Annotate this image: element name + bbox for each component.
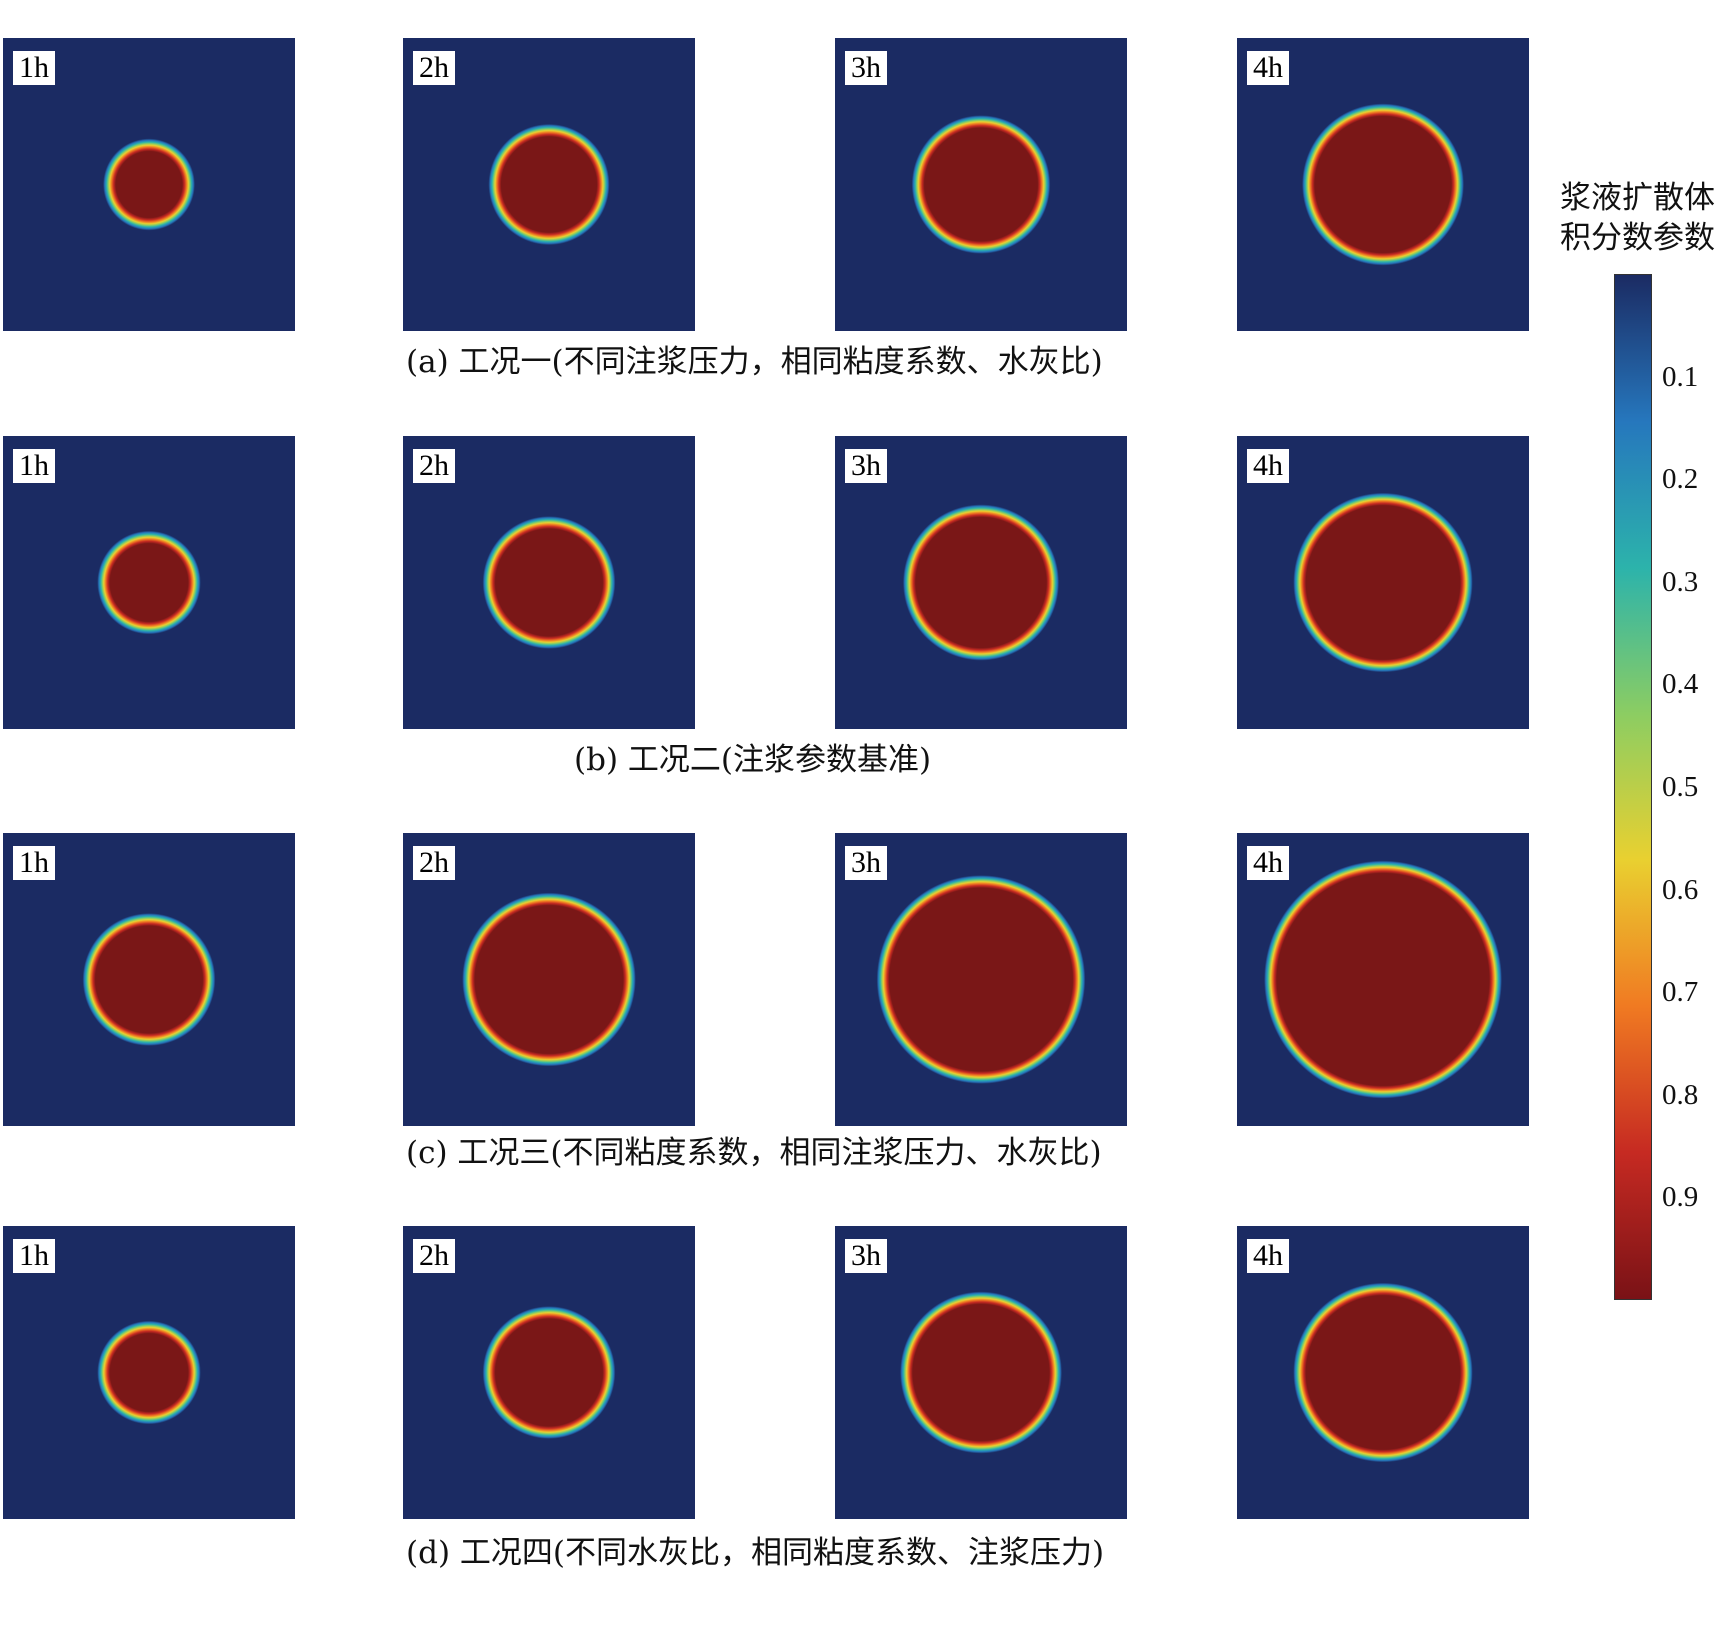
contour-panel: 3h xyxy=(835,38,1127,331)
time-label: 3h xyxy=(845,1239,887,1273)
contour-panel: 2h xyxy=(403,833,695,1126)
grout-diffusion-circle xyxy=(488,123,610,246)
contour-panel: 1h xyxy=(3,1226,295,1519)
contour-panel: 2h xyxy=(403,1226,695,1519)
colorbar-tick-label: 0.5 xyxy=(1662,771,1699,803)
contour-plot xyxy=(835,833,1127,1126)
contour-plot xyxy=(1237,436,1529,729)
grout-diffusion-circle xyxy=(103,138,195,231)
time-label: 1h xyxy=(13,449,55,483)
colorbar-tick-label: 0.2 xyxy=(1662,463,1699,496)
grout-diffusion-circle xyxy=(482,1306,616,1439)
colorbar xyxy=(1614,274,1652,1300)
grout-diffusion-circle xyxy=(1293,492,1473,673)
time-label: 2h xyxy=(413,846,455,880)
time-label: 3h xyxy=(845,51,887,85)
grout-diffusion-circle xyxy=(462,892,636,1067)
grout-diffusion-circle xyxy=(1302,103,1464,266)
contour-panel: 3h xyxy=(835,436,1127,729)
contour-plot xyxy=(1237,38,1529,331)
contour-panel: 4h xyxy=(1237,38,1529,331)
contour-plot xyxy=(835,436,1127,729)
contour-plot xyxy=(403,1226,695,1519)
colorbar-tick-label: 0.4 xyxy=(1662,668,1699,701)
grout-diffusion-circle xyxy=(902,504,1060,661)
time-label: 4h xyxy=(1247,449,1289,483)
time-label: 3h xyxy=(845,449,887,483)
row-caption: (a) 工况一(不同注浆压力，相同粘度系数、水灰比) xyxy=(406,344,1103,380)
contour-panel: 2h xyxy=(403,436,695,729)
time-label: 4h xyxy=(1247,1239,1289,1273)
contour-plot xyxy=(3,38,295,331)
colorbar-tick-label: 0.1 xyxy=(1662,360,1699,393)
contour-plot xyxy=(3,833,295,1126)
contour-panel: 3h xyxy=(835,833,1127,1126)
contour-panel: 4h xyxy=(1237,1226,1529,1519)
time-label: 1h xyxy=(13,51,55,85)
colorbar-title: 浆液扩散体积分数参数 xyxy=(1560,180,1715,256)
grout-diffusion-circle xyxy=(876,875,1086,1084)
row-caption: (b) 工况二(注浆参数基准) xyxy=(574,742,932,778)
grout-diffusion-circle xyxy=(1264,860,1502,1099)
contour-plot xyxy=(403,38,695,331)
contour-plot xyxy=(835,38,1127,331)
contour-plot xyxy=(3,436,295,729)
time-label: 1h xyxy=(13,1239,55,1273)
colorbar-tick-label: 0.9 xyxy=(1662,1181,1699,1214)
contour-panel: 1h xyxy=(3,38,295,331)
contour-plot xyxy=(835,1226,1127,1519)
grout-diffusion-circle xyxy=(97,530,201,635)
grout-diffusion-circle xyxy=(97,1320,201,1425)
contour-panel: 4h xyxy=(1237,436,1529,729)
colorbar-tick-label: 0.8 xyxy=(1662,1078,1699,1111)
contour-panel: 1h xyxy=(3,436,295,729)
grout-diffusion-circle xyxy=(900,1291,1062,1454)
grout-diffusion-circle xyxy=(82,913,216,1046)
colorbar-tick-label: 0.6 xyxy=(1662,873,1699,906)
time-label: 1h xyxy=(13,846,55,880)
time-label: 3h xyxy=(845,846,887,880)
grout-diffusion-circle xyxy=(911,115,1051,254)
grout-diffusion-circle xyxy=(1293,1282,1473,1463)
contour-plot xyxy=(1237,1226,1529,1519)
contour-panel: 4h xyxy=(1237,833,1529,1126)
contour-plot xyxy=(403,833,695,1126)
colorbar-tick-label: 0.3 xyxy=(1662,565,1699,598)
contour-panel: 2h xyxy=(403,38,695,331)
colorbar-tick-label: 0.7 xyxy=(1662,976,1699,1009)
time-label: 4h xyxy=(1247,51,1289,85)
time-label: 2h xyxy=(413,449,455,483)
row-caption: (d) 工况四(不同水灰比，相同粘度系数、注浆压力) xyxy=(406,1535,1105,1571)
contour-panel: 3h xyxy=(835,1226,1127,1519)
contour-plot xyxy=(3,1226,295,1519)
contour-plot xyxy=(403,436,695,729)
time-label: 4h xyxy=(1247,846,1289,880)
contour-panel: 1h xyxy=(3,833,295,1126)
grout-diffusion-circle xyxy=(482,516,616,649)
contour-plot xyxy=(1237,833,1529,1126)
time-label: 2h xyxy=(413,1239,455,1273)
row-caption: (c) 工况三(不同粘度系数，相同注浆压力、水灰比) xyxy=(406,1135,1102,1171)
time-label: 2h xyxy=(413,51,455,85)
